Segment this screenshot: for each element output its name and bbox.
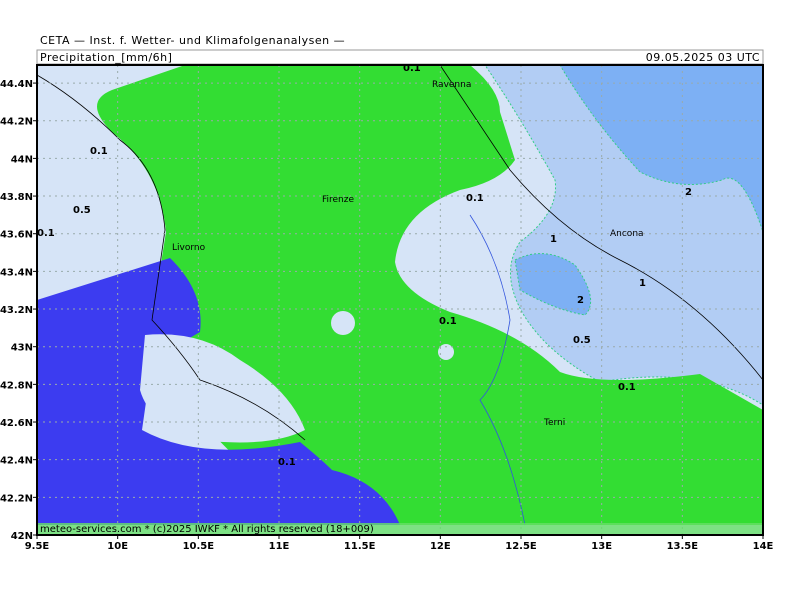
y-tick-label: 44.2N — [0, 117, 33, 128]
city-label: Ravenna — [432, 80, 471, 90]
y-tick-label: 44N — [11, 154, 33, 165]
x-tick-label: 9.5E — [25, 541, 50, 552]
y-tick-label: 43.6N — [0, 230, 33, 241]
footer-band — [37, 523, 763, 535]
footer: meteo-services.com * (c)2025 IWKF * All … — [40, 524, 374, 535]
timestamp: 09.05.2025 03 UTC — [646, 51, 760, 64]
y-tick-label: 43.8N — [0, 192, 33, 203]
cities: Ravenna Firenze Livorno Ancona Terni — [172, 80, 644, 428]
city-label: Livorno — [172, 243, 206, 253]
x-tick-label: 13.5E — [667, 541, 699, 552]
field-blue — [514, 253, 592, 316]
y-tick-label: 44.4N — [0, 79, 33, 90]
contour-label: 2 — [685, 187, 692, 198]
x-tick-label: 12E — [430, 541, 451, 552]
river — [469, 214, 526, 526]
x-tick-label: 13E — [591, 541, 612, 552]
field-light-blue — [331, 311, 355, 335]
contour-label: 2 — [577, 295, 584, 306]
institute: CETA — Inst. f. Wetter- und Klimafolgena… — [40, 34, 345, 47]
map-area: meteo-services.com * (c)2025 IWKF * All … — [36, 64, 764, 536]
contour-label: 0.5 — [573, 335, 591, 346]
map-frame — [36, 64, 764, 536]
y-tick-label: 42N — [11, 531, 33, 542]
contour-label: 1 — [550, 234, 557, 245]
contour-label: 0.1 — [90, 146, 108, 157]
y-tick-label: 43N — [11, 343, 33, 354]
field-light-blue — [438, 344, 454, 360]
contour-labels: 0.1 0.1 0.5 0.1 0.1 1 2 1 2 0.5 0.1 0.1 … — [37, 63, 692, 468]
coastline — [36, 74, 306, 441]
grid — [37, 65, 763, 535]
field-blue — [559, 64, 764, 233]
y-tick-label: 42.4N — [0, 456, 33, 467]
contour-label: 0.1 — [466, 193, 484, 204]
y-tick-label: 42.8N — [0, 380, 33, 391]
x-tick-label: 10E — [107, 541, 128, 552]
contour-label: 0.1 — [37, 228, 55, 239]
contour-label: 1 — [639, 278, 646, 289]
x-tick-label: 10.5E — [183, 541, 215, 552]
y-tick-label: 43.4N — [0, 267, 33, 278]
contour-label: 0.1 — [403, 63, 421, 74]
x-tick-label: 11E — [269, 541, 290, 552]
x-tick-label: 14E — [753, 541, 774, 552]
coastline — [439, 64, 764, 381]
y-tick-label: 42.2N — [0, 493, 33, 504]
y-tick-label: 43.2N — [0, 305, 33, 316]
city-label: Terni — [543, 418, 565, 428]
city-label: Firenze — [322, 195, 354, 205]
axis-ticks: 9.5E 10E 10.5E 11E 11.5E 12E 12.5E 13E 13.5E 14E 4… — [0, 79, 774, 552]
x-tick-label: 12.5E — [505, 541, 537, 552]
x-tick-label: 11.5E — [344, 541, 376, 552]
contour-label: 0.5 — [73, 205, 91, 216]
title: Precipitation_[mm/6h] — [40, 51, 172, 64]
contour-label: 0.1 — [278, 457, 296, 468]
y-tick-label: 42.6N — [0, 418, 33, 429]
field-dark-blue — [37, 258, 400, 525]
contour-label: 0.1 — [439, 316, 457, 327]
contour-label: 0.1 — [618, 382, 636, 393]
city-label: Ancona — [610, 229, 644, 239]
